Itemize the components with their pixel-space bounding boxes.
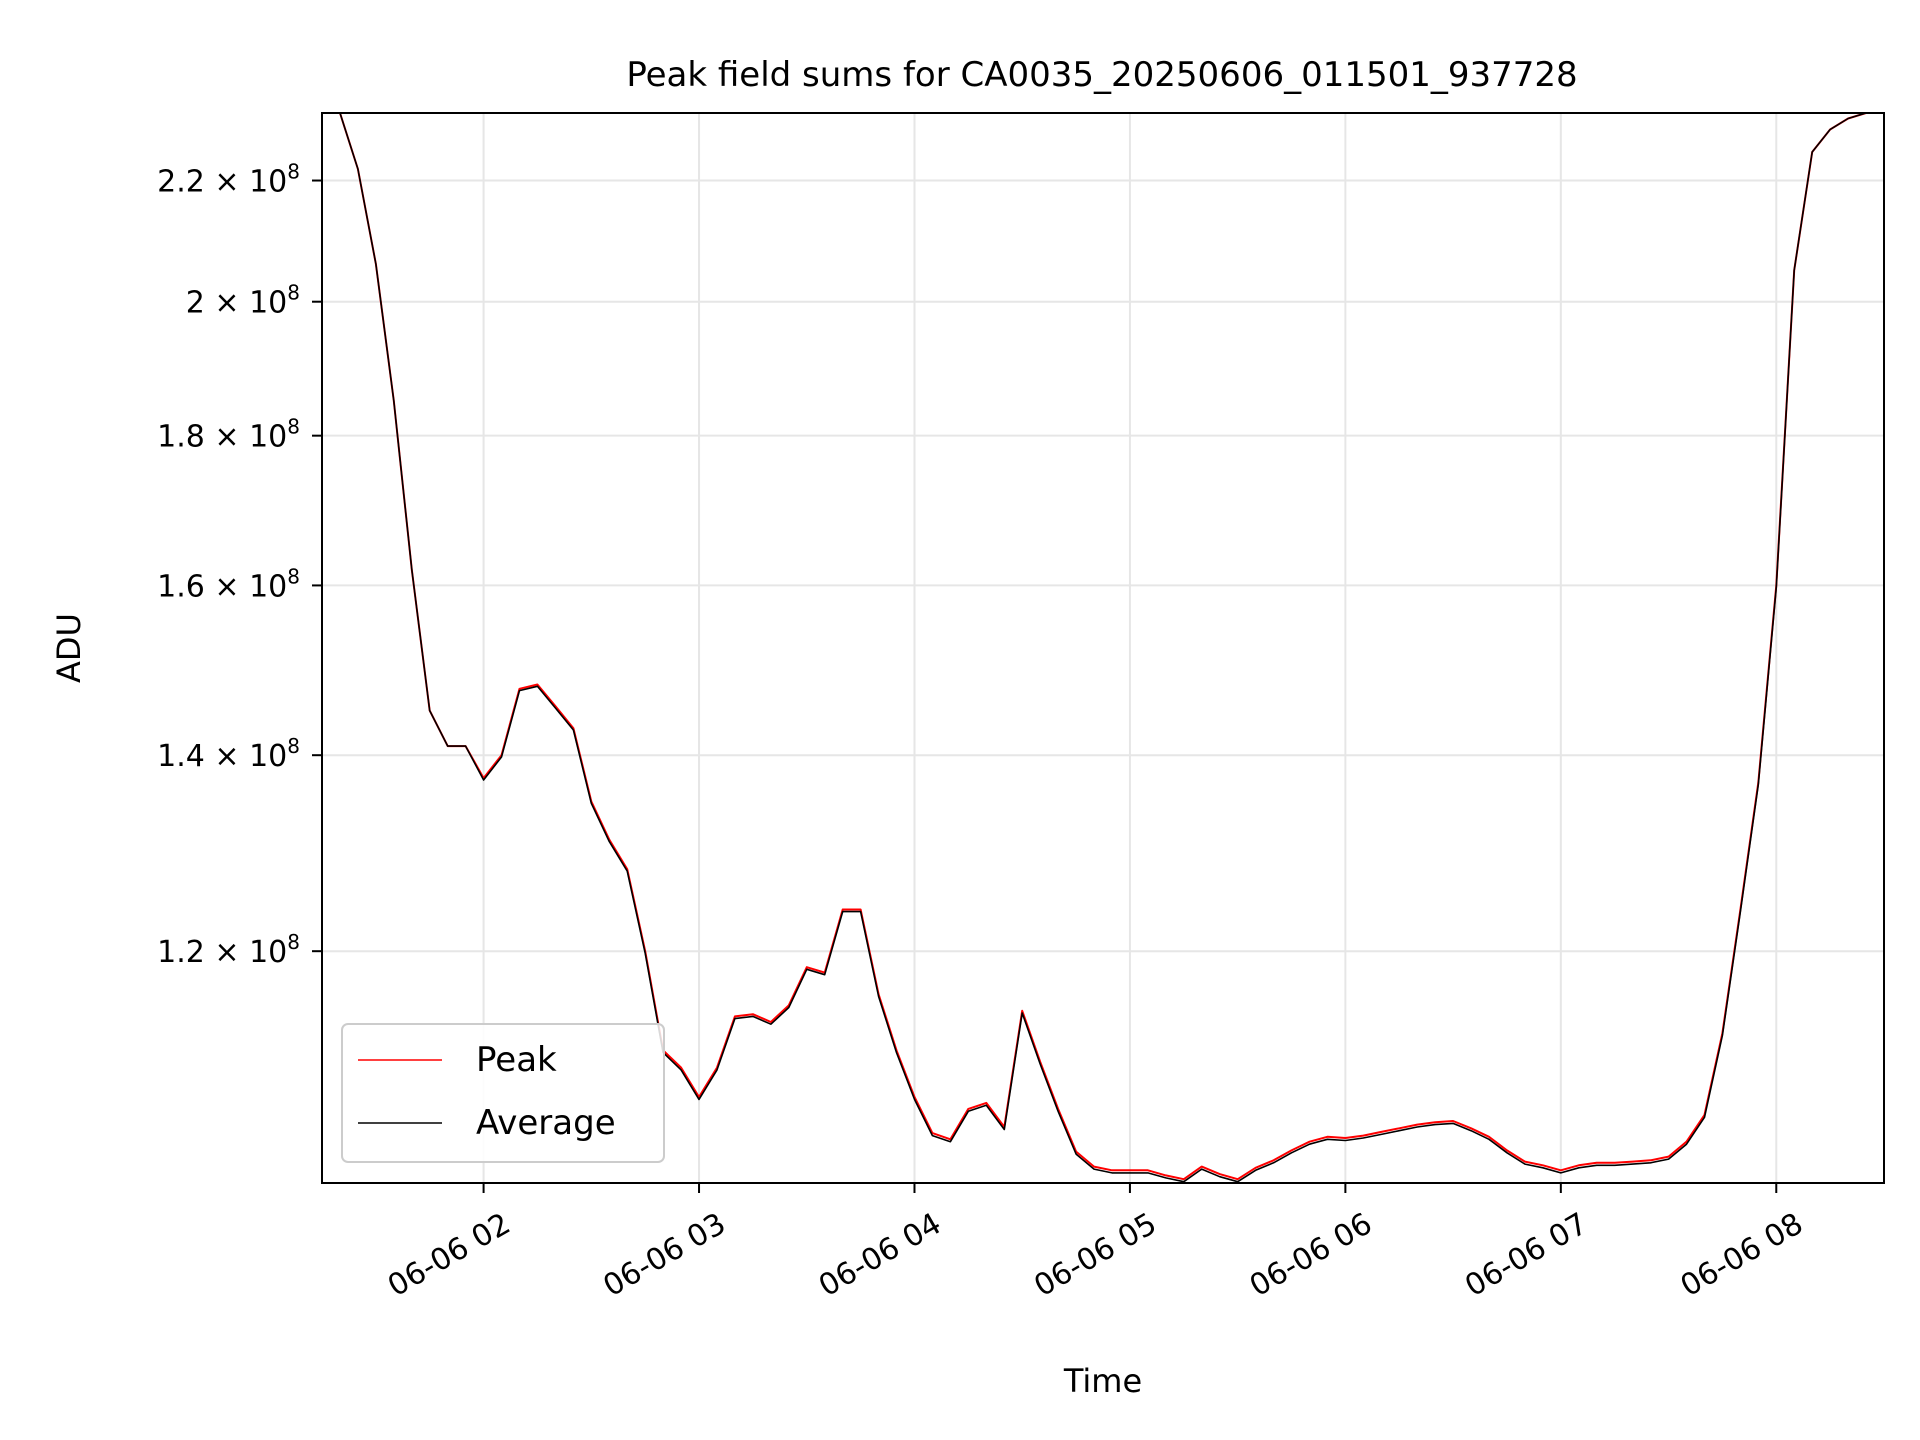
legend: Peak Average	[341, 1023, 665, 1163]
y-tick-label-4: 2 × 108	[186, 281, 300, 321]
y-tick-label-0: 1.2 × 108	[157, 930, 300, 970]
y-axis-label: ADU	[50, 613, 88, 683]
plot-frame	[321, 112, 1885, 1184]
x-axis-label: Time	[1063, 1362, 1142, 1400]
y-tick-label-2: 1.6 × 108	[157, 564, 300, 604]
grid-lines	[322, 113, 1884, 1183]
y-tick-label-3: 1.8 × 108	[157, 415, 300, 455]
legend-label-average: Average	[476, 1103, 616, 1143]
y-axis: 1.2 × 108 1.4 × 108 1.6 × 108 1.8 × 108 2 × …	[157, 160, 322, 970]
legend-box	[341, 1023, 665, 1163]
series-group	[322, 113, 1884, 1183]
y-tick-label-1: 1.4 × 108	[157, 734, 300, 774]
chart-title: Peak field sums for CA0035_20250606_0115…	[626, 55, 1577, 95]
legend-label-peak: Peak	[476, 1040, 557, 1080]
series-line-average	[322, 113, 1884, 1183]
y-tick-label-5: 2.2 × 108	[157, 160, 300, 200]
